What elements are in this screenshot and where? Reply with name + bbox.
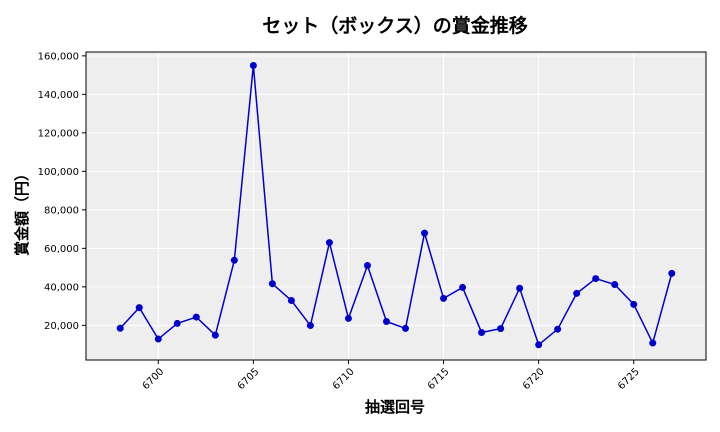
- data-point: [344, 314, 352, 322]
- data-point: [268, 280, 276, 288]
- data-point: [154, 335, 162, 343]
- data-point: [630, 300, 638, 308]
- y-tick-label: 60,000: [44, 244, 79, 255]
- data-point: [554, 325, 562, 333]
- series-group: [116, 61, 676, 349]
- x-tick-label: 6700: [141, 366, 167, 392]
- y-tick-label: 100,000: [38, 167, 79, 178]
- y-tick-label: 20,000: [44, 321, 79, 332]
- y-tick-label: 40,000: [44, 282, 79, 293]
- grid-lines: [86, 52, 706, 360]
- data-point: [382, 318, 390, 325]
- data-point: [287, 297, 295, 305]
- x-axis-title: 抽選回号: [365, 398, 425, 416]
- x-tick-label: 6710: [331, 366, 357, 392]
- y-tick-label: 160,000: [38, 51, 79, 62]
- series-line: [119, 65, 673, 347]
- data-point: [459, 283, 467, 291]
- data-point: [306, 322, 314, 330]
- data-point: [497, 325, 505, 333]
- data-point: [421, 229, 429, 237]
- y-tick-label: 140,000: [38, 90, 79, 101]
- chart-title: セット（ボックス）の賞金推移: [262, 14, 527, 37]
- data-point: [325, 239, 333, 247]
- data-point: [249, 61, 257, 69]
- y-axis-title: 賞金額（円）: [13, 166, 31, 256]
- data-point: [611, 281, 619, 289]
- data-point: [192, 313, 200, 321]
- data-point: [440, 294, 448, 302]
- data-point: [516, 284, 524, 292]
- data-point: [535, 341, 543, 349]
- axes: [85, 51, 707, 361]
- data-point: [211, 331, 219, 339]
- data-point: [402, 324, 410, 332]
- x-tick-label: 6725: [616, 366, 642, 392]
- data-point: [363, 261, 371, 269]
- data-point: [592, 275, 600, 283]
- y-tick-label: 80,000: [44, 205, 79, 216]
- data-point: [173, 319, 181, 327]
- x-tick-label: 6720: [521, 366, 547, 392]
- data-point: [135, 304, 143, 312]
- data-point: [573, 289, 581, 297]
- plot-frame: [85, 51, 707, 361]
- y-axis-ticks: 20,000 40,000 60,000 80,000 100,000 120,000 14…: [38, 51, 86, 332]
- plot-area: [86, 52, 706, 360]
- x-tick-label: 6715: [426, 366, 452, 392]
- data-point: [478, 328, 486, 336]
- x-axis-ticks: 6700 6705 6710 6715 6720 6725: [141, 360, 642, 392]
- x-tick-label: 6705: [236, 366, 262, 392]
- y-tick-label: 120,000: [38, 128, 79, 139]
- data-point: [116, 324, 124, 332]
- data-point: [668, 269, 676, 277]
- data-point: [649, 339, 657, 347]
- data-point: [230, 256, 238, 264]
